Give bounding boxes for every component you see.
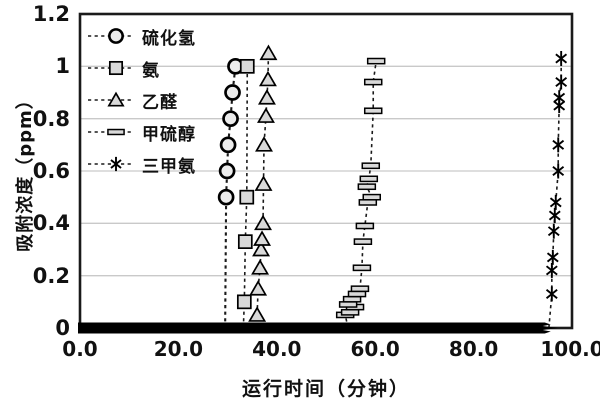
legend-label: 三甲氨 (142, 156, 196, 177)
x-axis-title: 运行时间（分钟） (241, 378, 410, 400)
hbar-marker-icon (347, 290, 367, 298)
hbar-marker-icon (363, 107, 383, 115)
asterisk-marker-icon (110, 159, 122, 169)
circle-marker-icon (108, 28, 124, 44)
legend-asterisk-marker-icon (88, 156, 132, 172)
hbar-marker-icon (355, 222, 375, 230)
legend-hbar-marker-icon (88, 128, 132, 136)
asterisk-marker-icon (548, 210, 561, 221)
legend-label: 氨 (142, 60, 160, 81)
legend-circle-marker-icon (88, 28, 132, 44)
asterisk-marker-icon (549, 197, 562, 208)
hbar-marker-icon (352, 264, 372, 272)
y-tick-label: 0.4 (32, 211, 70, 236)
hbar-marker-icon (361, 162, 381, 170)
triangle-marker-icon (249, 280, 268, 296)
legend-label: 乙醛 (142, 92, 178, 113)
hbar-marker-icon (357, 183, 377, 191)
hbar-marker-icon (362, 193, 382, 201)
square-marker-icon (108, 60, 124, 76)
y-tick-label: 0 (55, 316, 70, 340)
x-tick-label: 0.0 (62, 337, 98, 361)
triangle-marker-icon (257, 107, 275, 123)
hbar-marker-icon (358, 199, 378, 206)
asterisk-marker-icon (552, 139, 565, 150)
asterisk-marker-icon (552, 166, 565, 176)
square-marker-icon (236, 294, 252, 310)
legend-label: 硫化氢 (142, 28, 196, 49)
hbar-marker-icon (353, 238, 373, 246)
hbar-marker-icon (363, 78, 383, 86)
y-tick-label: 1 (55, 54, 70, 79)
legend-triangle-marker-icon (88, 91, 132, 107)
legend-item-3: 乙醛 (88, 89, 196, 113)
x-tick-label: 40.0 (252, 337, 302, 361)
asterisk-marker-icon (546, 252, 559, 263)
triangle-marker-icon (248, 306, 267, 322)
hbar-marker-icon (107, 128, 125, 136)
triangle-marker-icon (258, 70, 277, 87)
legend-label: 甲硫醇 (142, 124, 196, 145)
y-tick-label: 0.8 (32, 106, 70, 131)
x-tick-label: 60.0 (350, 337, 400, 361)
hbar-marker-icon (338, 301, 358, 308)
triangle-marker-icon (107, 91, 125, 107)
x-tick-label: 80.0 (448, 337, 499, 361)
legend-item-5: 三甲氨 (88, 153, 196, 177)
asterisk-marker-icon (547, 226, 560, 237)
legend-square-marker-icon (88, 60, 132, 76)
triangle-marker-icon (259, 44, 278, 61)
asterisk-marker-icon (553, 100, 566, 111)
square-marker-icon (237, 234, 253, 249)
asterisk-marker-icon (553, 92, 566, 103)
hbar-marker-icon (350, 285, 370, 293)
triangle-marker-icon (254, 175, 273, 191)
baseline-band (78, 322, 558, 334)
circle-marker-icon (218, 162, 236, 180)
triangle-marker-icon (254, 214, 272, 231)
triangle-marker-icon (255, 136, 273, 152)
circle-marker-icon (217, 188, 235, 206)
legend-item-4: 甲硫醇 (88, 121, 196, 145)
square-marker-icon (239, 58, 255, 74)
circle-marker-icon (219, 136, 237, 154)
legend-item-1: 硫化氢 (88, 25, 196, 49)
hbar-marker-icon (359, 175, 379, 183)
x-tick-label: 20.0 (153, 337, 204, 361)
triangle-marker-icon (253, 230, 272, 246)
y-tick-label: 0.2 (32, 263, 70, 288)
triangle-marker-icon (251, 259, 270, 275)
legend: 硫化氢氨乙醛甲硫醇三甲氨 (88, 25, 196, 177)
hbar-marker-icon (342, 295, 362, 303)
asterisk-marker-icon (545, 289, 558, 299)
square-marker-icon (239, 189, 255, 205)
y-tick-label: 1.2 (32, 2, 70, 26)
legend-item-2: 氨 (88, 57, 196, 81)
y-tick-label: 0.6 (32, 159, 70, 183)
circle-marker-icon (224, 84, 241, 101)
x-tick-label: 100.0 (540, 337, 600, 361)
triangle-marker-icon (257, 89, 276, 105)
circle-marker-icon (222, 110, 239, 128)
triangle-marker-icon (252, 240, 271, 257)
asterisk-marker-icon (555, 77, 568, 88)
hbar-marker-icon (340, 308, 360, 316)
asterisk-marker-icon (545, 265, 558, 276)
hbar-marker-icon (366, 57, 386, 65)
asterisk-marker-icon (555, 53, 568, 64)
